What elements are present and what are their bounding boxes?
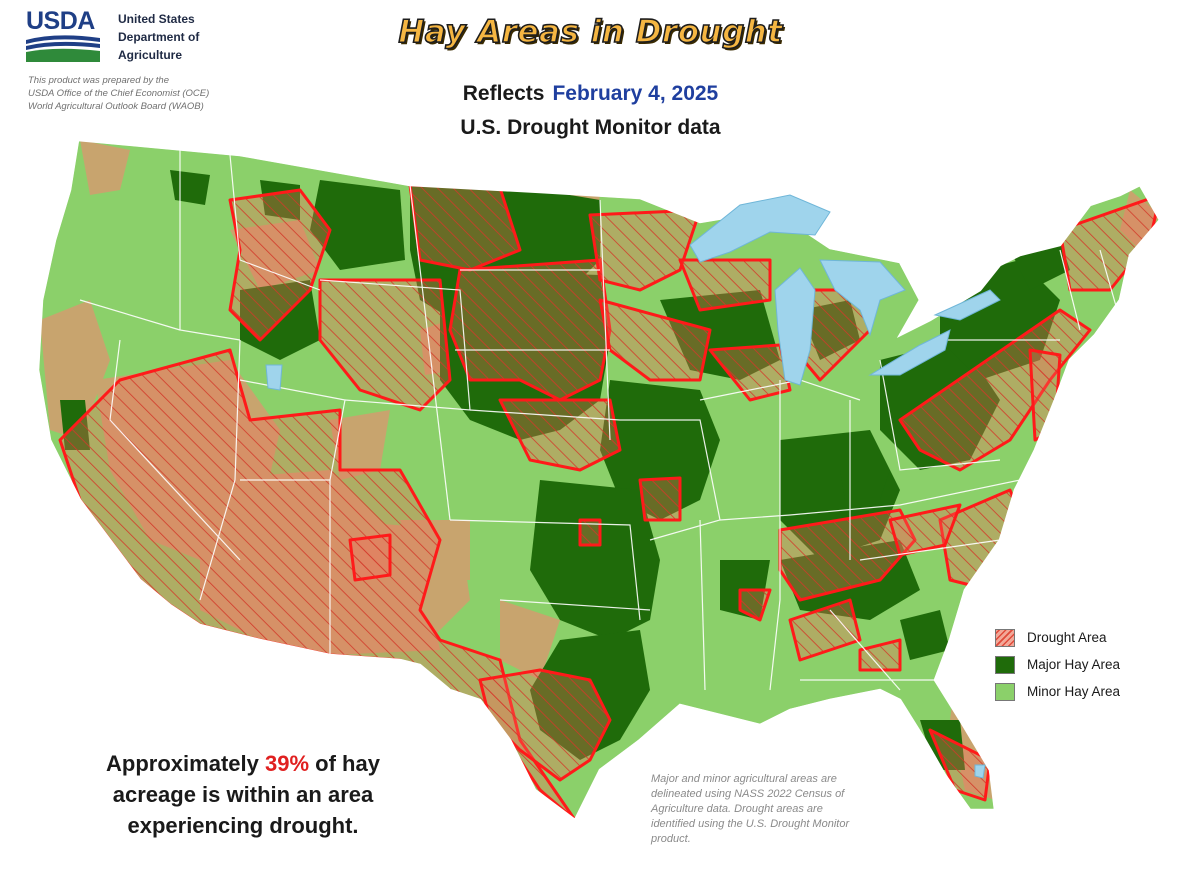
note-line: Major and minor agricultural areas are [651,773,837,785]
note-line: Agriculture data. Drought areas are [651,803,823,815]
great-salt-lake [265,364,283,391]
legend-label: Drought Area [1027,630,1107,645]
map-legend: Drought Area Major Hay Area Minor Hay Ar… [995,624,1120,705]
lake-superior [689,194,831,263]
summary-percent: 39% [264,751,310,776]
note-line: delineated using NASS 2022 Census of [651,788,845,800]
usda-logo-field-icon [26,35,100,62]
reflects-date: February 4, 2025 [552,82,719,105]
usda-logo-text: USDA [26,7,95,35]
credit-line: USDA Office of the Chief Economist (OCE) [28,88,210,99]
us-hay-drought-map [36,138,1162,822]
note-line: identified using the U.S. Drought Monito… [651,818,850,830]
lake-huron [819,259,906,337]
summary-line-1: Approximately 39% of hay [68,748,418,779]
map-title-text: Hay Areas in Drought [398,13,783,51]
reflects-label: Reflects [462,82,545,105]
major-hay-swatch [995,655,1015,674]
summary-prefix: Approximately [106,751,259,776]
credit-text: This product was prepared by the USDA Of… [28,74,209,113]
legend-item-major-hay: Major Hay Area [995,651,1120,678]
state-borders [79,150,1121,691]
methodology-note: Major and minor agricultural areas are d… [651,772,911,847]
legend-label: Major Hay Area [1027,657,1121,672]
summary-line-3: experiencing drought. [127,813,359,838]
agency-name: United States Department of Agriculture [118,10,199,64]
legend-item-drought: Drought Area [995,624,1120,651]
summary-text: Approximately 39% of hay acreage is with… [68,748,418,841]
great-lakes [265,194,1001,779]
credit-line: This product was prepared by the [28,75,169,86]
note-line: product. [651,833,691,845]
reflects-subtitle: U.S. Drought Monitor data [460,116,721,139]
legend-item-minor-hay: Minor Hay Area [995,678,1120,705]
drought-areas [58,183,1160,820]
usda-logo: USDA [26,8,106,64]
agency-line: Department of [118,30,200,44]
lake-michigan [774,267,816,386]
agency-line: Agriculture [118,48,183,62]
lake-erie [868,329,951,376]
summary-suffix: of hay [315,751,380,776]
summary-line-2: acreage is within an area [112,782,374,807]
drought-swatch [995,628,1015,647]
agency-line: United States [118,12,195,26]
minor-hay-swatch [995,682,1015,701]
lake-okeechobee [974,764,986,779]
legend-label: Minor Hay Area [1027,684,1121,699]
reflects-line: Reflects February 4, 2025 [0,82,1181,106]
lake-ontario [933,289,1001,321]
credit-line: World Agricultural Outlook Board (WAOB) [28,101,204,112]
map-title: Hay Areas in Drought [0,13,1181,51]
